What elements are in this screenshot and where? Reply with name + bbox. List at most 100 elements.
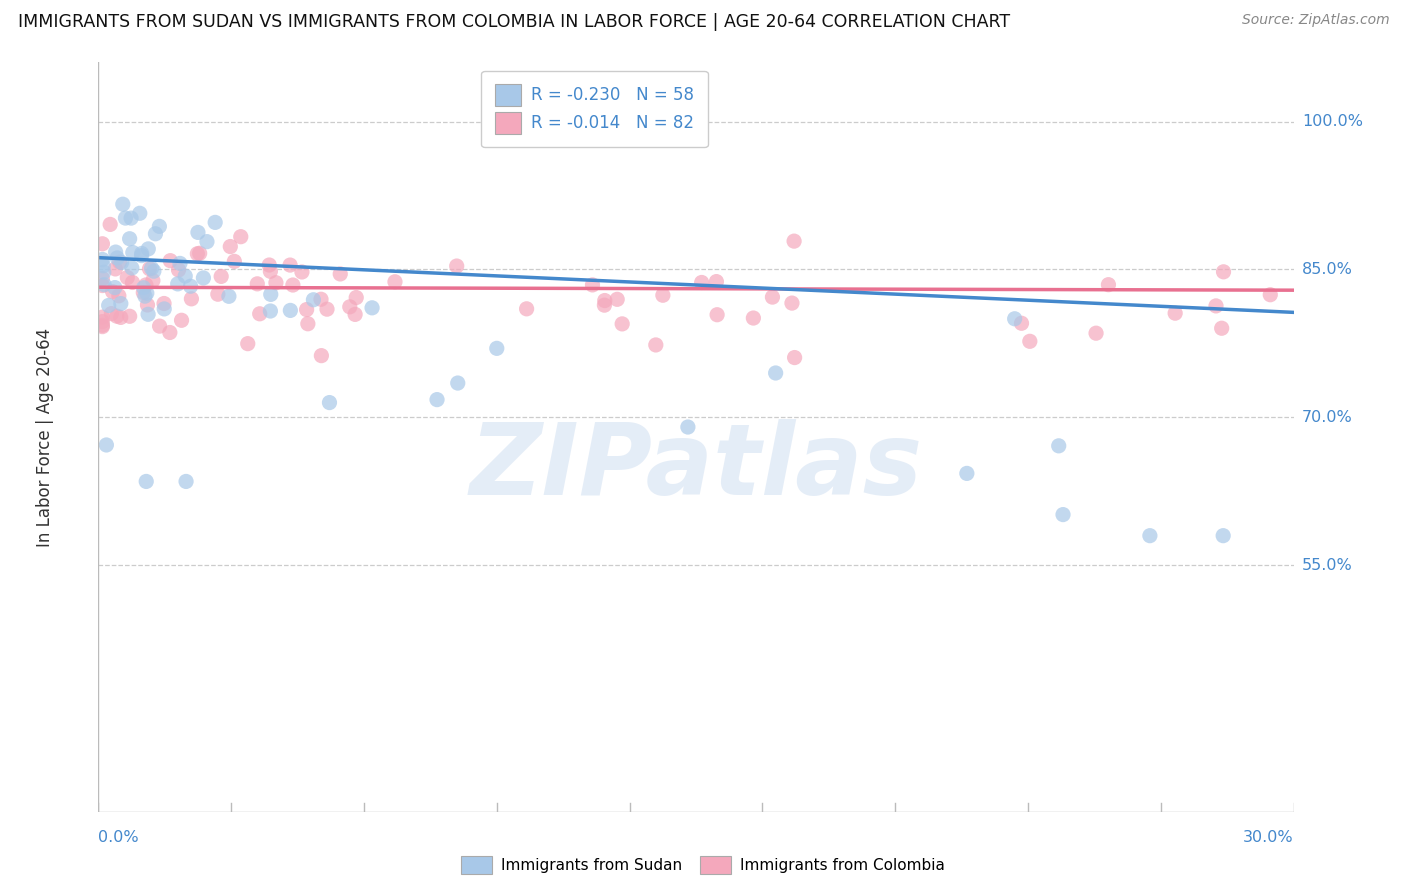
Point	[174, 268, 197, 283]
Point	[167, 263, 190, 277]
Point	[593, 298, 616, 312]
Point	[1085, 326, 1108, 341]
Text: ZIPatlas: ZIPatlas	[470, 418, 922, 516]
Point	[104, 261, 127, 276]
Point	[136, 242, 159, 256]
Point	[761, 290, 783, 304]
Point	[111, 197, 134, 211]
Point	[676, 420, 699, 434]
Point	[204, 215, 226, 229]
Point	[186, 246, 208, 260]
Point	[180, 292, 202, 306]
Point	[134, 289, 156, 303]
Point	[105, 251, 128, 265]
Point	[344, 291, 367, 305]
Point	[318, 395, 340, 409]
Point	[91, 236, 114, 251]
Point	[170, 313, 193, 327]
Point	[612, 317, 634, 331]
Point	[311, 349, 333, 363]
Point	[302, 293, 325, 307]
Point	[278, 258, 301, 272]
Point	[229, 229, 252, 244]
Point	[110, 296, 132, 310]
Text: 85.0%: 85.0%	[1302, 262, 1353, 277]
Point	[339, 300, 361, 314]
Point	[219, 239, 242, 253]
Point	[249, 307, 271, 321]
Point	[281, 278, 304, 293]
Point	[447, 376, 470, 390]
Point	[91, 310, 114, 324]
Text: 70.0%: 70.0%	[1302, 409, 1353, 425]
Point	[316, 302, 339, 317]
Point	[110, 255, 132, 269]
Text: 0.0%: 0.0%	[98, 830, 139, 846]
Point	[136, 307, 159, 321]
Point	[118, 310, 141, 324]
Point	[142, 274, 165, 288]
Point	[780, 296, 803, 310]
Point	[174, 475, 197, 489]
Point	[142, 264, 165, 278]
Point	[384, 275, 406, 289]
Point	[91, 259, 114, 273]
Point	[280, 303, 302, 318]
Point	[783, 351, 806, 365]
Point	[706, 275, 728, 289]
Point	[1164, 306, 1187, 320]
Point	[132, 285, 155, 300]
Point	[96, 438, 118, 452]
Point	[329, 267, 352, 281]
Point	[765, 366, 787, 380]
Point	[108, 255, 131, 269]
Point	[246, 277, 269, 291]
Point	[1052, 508, 1074, 522]
Point	[110, 310, 132, 325]
Text: 55.0%: 55.0%	[1302, 558, 1353, 573]
Point	[1211, 321, 1233, 335]
Point	[1205, 299, 1227, 313]
Point	[259, 304, 281, 318]
Point	[1212, 265, 1234, 279]
Point	[118, 232, 141, 246]
Point	[1018, 334, 1040, 349]
Point	[1011, 316, 1033, 330]
Point	[581, 277, 603, 292]
Point	[131, 246, 153, 260]
Text: In Labor Force | Age 20-64: In Labor Force | Age 20-64	[35, 327, 53, 547]
Point	[187, 226, 209, 240]
Point	[91, 278, 114, 293]
Text: 100.0%: 100.0%	[1302, 114, 1362, 129]
Point	[259, 264, 281, 278]
Point	[224, 254, 246, 268]
Point	[651, 288, 673, 302]
Point	[153, 301, 176, 316]
Point	[121, 245, 143, 260]
Point	[145, 227, 167, 241]
Point	[783, 234, 806, 248]
Point	[91, 319, 114, 334]
Point	[166, 277, 188, 291]
Point	[1004, 311, 1026, 326]
Point	[295, 302, 318, 317]
Point	[193, 271, 215, 285]
Legend: R = -0.230   N = 58, R = -0.014   N = 82: R = -0.230 N = 58, R = -0.014 N = 82	[481, 70, 707, 147]
Point	[159, 326, 181, 340]
Point	[644, 338, 666, 352]
Point	[93, 265, 115, 279]
Point	[260, 287, 283, 301]
Point	[446, 259, 468, 273]
Point	[98, 218, 121, 232]
Point	[101, 285, 124, 299]
Point	[259, 258, 281, 272]
Point	[97, 298, 120, 312]
Point	[120, 211, 142, 226]
Point	[264, 276, 287, 290]
Point	[136, 298, 159, 312]
Point	[121, 260, 143, 275]
Point	[706, 308, 728, 322]
Point	[188, 246, 211, 260]
Point	[135, 475, 157, 489]
Point	[309, 292, 332, 306]
